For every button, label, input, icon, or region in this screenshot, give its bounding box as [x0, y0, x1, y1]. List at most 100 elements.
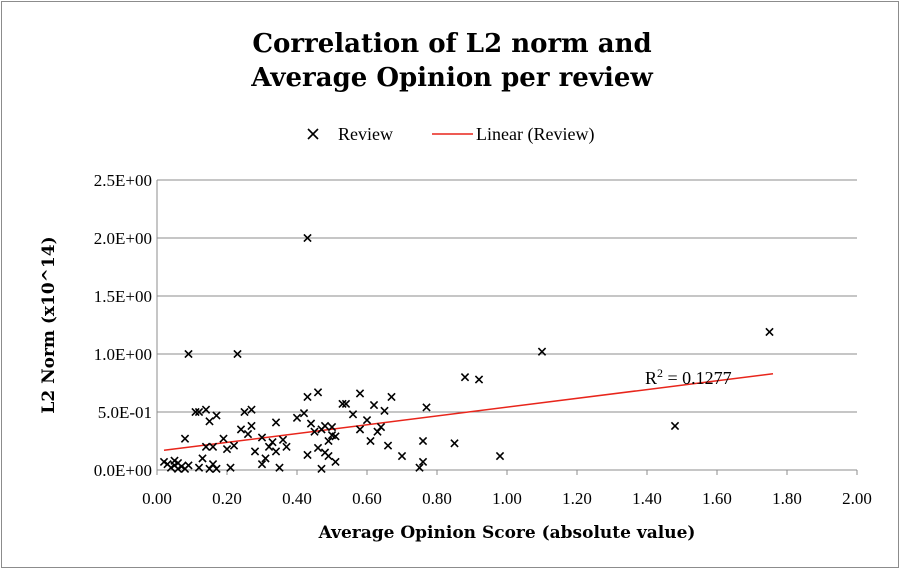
data-point-marker	[205, 417, 214, 426]
data-point-marker	[460, 373, 470, 382]
data-point-marker	[261, 454, 270, 463]
x-tick-label: 0.00	[142, 489, 172, 508]
x-tick-label: 1.20	[562, 489, 592, 508]
data-point-marker	[383, 441, 393, 450]
data-point-marker	[299, 408, 309, 418]
y-tick-label: 2.5E+00	[94, 171, 152, 190]
x-tick-label: 0.40	[282, 489, 312, 508]
data-point-marker	[331, 457, 340, 467]
data-point-marker	[495, 451, 505, 461]
data-point-marker	[194, 407, 204, 417]
trendline	[163, 372, 774, 452]
x-tick-label: 2.00	[842, 489, 872, 508]
data-point-marker	[271, 418, 281, 427]
legend-label-review: Review	[338, 124, 393, 144]
y-tick-label: 1.0E+00	[94, 345, 152, 364]
data-point-marker	[257, 433, 267, 442]
x-tick-label: 1.80	[772, 489, 802, 508]
data-point-marker	[180, 434, 190, 443]
data-point-marker	[247, 405, 256, 414]
data-point-marker	[184, 461, 193, 470]
data-point-marker	[240, 407, 249, 417]
data-point-marker	[355, 425, 365, 434]
data-point-marker	[194, 463, 204, 472]
data-point-marker	[313, 443, 323, 453]
x-tick-label: 0.80	[422, 489, 452, 508]
data-point-marker	[208, 442, 218, 451]
data-point-marker	[670, 421, 680, 431]
data-point-marker	[362, 415, 372, 425]
data-point-marker	[331, 432, 340, 441]
data-point-marker	[275, 463, 284, 472]
data-point-marker	[380, 406, 389, 416]
data-point-marker	[537, 347, 547, 356]
data-point-marker	[313, 388, 323, 397]
data-point-marker	[397, 451, 407, 461]
data-point-marker	[376, 422, 386, 432]
data-point-marker	[201, 405, 211, 414]
x-tick-labels: 0.00 0.20 0.40 0.60 0.80 1.00 1.20 1.40 1.60 1.80…	[142, 470, 872, 508]
gridlines	[157, 179, 857, 413]
legend-label-linear: Linear (Review)	[476, 124, 594, 145]
data-point-marker	[303, 450, 312, 460]
x-tick-label: 0.20	[212, 489, 242, 508]
data-point-marker	[317, 464, 326, 474]
data-point-marker	[243, 429, 253, 439]
data-point-marker	[369, 400, 379, 410]
data-point-marker	[422, 403, 431, 412]
y-tick-labels: 0.0E+00 5.0E-01 1.0E+00 1.5E+00 2.0E+00 2.5E+…	[94, 171, 152, 480]
x-tick-label: 1.40	[632, 489, 662, 508]
data-point-marker	[198, 454, 207, 463]
data-point-marker	[387, 392, 396, 402]
data-point-marker	[201, 442, 211, 451]
y-tick-label: 5.0E-01	[98, 403, 152, 422]
data-point-marker	[303, 392, 312, 402]
data-point-marker	[184, 349, 193, 359]
data-point-marker	[324, 451, 333, 461]
data-point-marker	[222, 444, 232, 454]
y-tick-label: 0.0E+00	[94, 461, 152, 480]
data-point-marker	[366, 436, 375, 446]
x-tick-label: 1.00	[492, 489, 522, 508]
data-point-marker	[310, 427, 319, 436]
data-point-marker	[212, 411, 221, 420]
chart-title-line-1: Correlation of L2 norm and	[252, 29, 651, 59]
data-point-marker	[226, 463, 235, 472]
data-point-marker	[306, 419, 316, 428]
legend: Review Linear (Review)	[307, 124, 594, 145]
data-point-marker	[348, 410, 358, 419]
chart-title-line-2: Average Opinion per review	[250, 63, 653, 93]
x-tick-label: 0.60	[352, 489, 382, 508]
y-axis-label: L2 Norm (x10^14)	[39, 236, 59, 413]
data-point-marker	[278, 435, 288, 445]
y-tick-label: 2.0E+00	[94, 229, 152, 248]
data-point-marker	[327, 422, 337, 432]
data-point-marker	[450, 439, 459, 448]
data-point-marker	[282, 442, 291, 451]
data-point-marker	[303, 233, 312, 243]
y-tick-label: 1.5E+00	[94, 287, 152, 306]
legend-marker-review	[307, 128, 319, 140]
data-point-marker	[250, 447, 260, 456]
data-point-marker	[208, 460, 218, 469]
x-axis-label: Average Opinion Score (absolute value)	[318, 523, 696, 543]
data-point-marker	[264, 442, 274, 451]
x-tick-label: 1.60	[702, 489, 732, 508]
data-point-marker	[212, 464, 221, 474]
r-squared-annotation: R2 = 0.1277	[645, 366, 732, 388]
data-point-marker	[271, 447, 281, 456]
data-points	[159, 233, 774, 474]
data-point-marker	[229, 441, 239, 450]
data-point-marker	[373, 427, 382, 436]
data-point-marker	[418, 457, 428, 467]
data-point-marker	[219, 434, 228, 443]
data-point-marker	[292, 413, 302, 422]
data-point-marker	[338, 399, 347, 409]
data-point-marker	[320, 421, 330, 431]
data-point-marker	[324, 436, 333, 446]
data-point-marker	[236, 425, 246, 434]
data-point-marker	[474, 375, 484, 384]
axes	[156, 180, 857, 471]
